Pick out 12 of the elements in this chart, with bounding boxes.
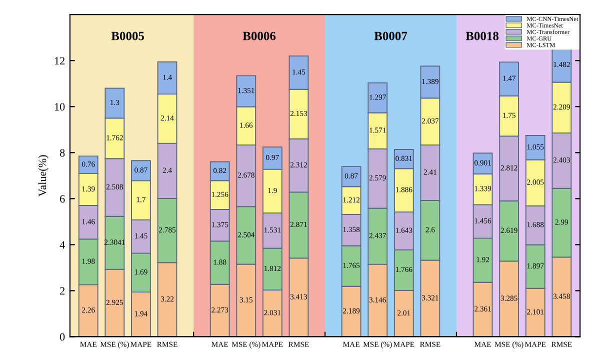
y-tick-label: 6 [60, 195, 65, 203]
y-tick-label: 2 [60, 287, 64, 295]
y-tick-label: 0 [60, 333, 65, 341]
annotation: B0005 [111, 32, 144, 40]
y-tick-label: 4 [60, 241, 65, 249]
annotation: B0018 [466, 32, 499, 40]
y-tick-label: 8 [60, 149, 65, 157]
annotation: B0006 [242, 32, 276, 40]
annotation: B0007 [374, 32, 408, 40]
y-tick-label: 10 [54, 103, 65, 111]
y-tick-label: 12 [54, 57, 64, 64]
y-axis-title: Value(%) [38, 155, 48, 196]
